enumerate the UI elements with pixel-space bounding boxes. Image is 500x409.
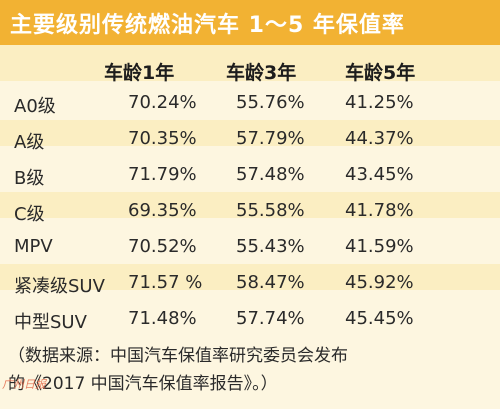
table-cell: 57.48% [236,164,305,185]
newspaper-watermark: 广州日报 [2,378,46,391]
table-cell: 70.24% [128,92,197,113]
table-cell: 55.43% [236,236,305,257]
column-header-1yr: 车龄1年 [104,62,175,84]
row-label: 紧凑级SUV [14,276,105,297]
row-band [0,45,500,81]
table-cell: 41.25% [345,92,414,113]
row-label: B级 [14,168,45,189]
table-cell: 41.78% [345,200,414,221]
row-band [0,192,500,218]
column-header-3yr: 车龄3年 [226,62,297,84]
table-cell: 70.52% [128,236,197,257]
table-cell: 58.47% [236,272,305,293]
table-cell: 71.48% [128,308,197,329]
row-band [0,264,500,290]
source-note-line-1: （数据来源：中国汽车保值率研究委员会发布 [8,346,348,366]
table-cell: 43.45% [345,164,414,185]
row-label: 中型SUV [14,312,87,333]
table-cell: 70.35% [128,128,197,149]
table-cell: 71.79% [128,164,197,185]
column-header-5yr: 车龄5年 [345,62,416,84]
row-label: A级 [14,132,45,153]
source-note-line-2: 的《2017 中国汽车保值率报告》。） [8,374,278,394]
title-bar: 主要级别传统燃油汽车 1～5 年保值率 [0,0,500,45]
table-cell: 44.37% [345,128,414,149]
row-label: MPV [14,236,53,257]
table-cell: 45.92% [345,272,414,293]
row-label: A0级 [14,96,56,117]
table-cell: 41.59% [345,236,414,257]
row-label: C级 [14,204,45,225]
table-cell: 55.58% [236,200,305,221]
table-cell: 69.35% [128,200,197,221]
table-title: 主要级别传统燃油汽车 1～5 年保值率 [10,13,405,38]
table-cell: 71.57 % [128,272,203,293]
table-cell: 55.76% [236,92,305,113]
table-cell: 57.74% [236,308,305,329]
table-cell: 45.45% [345,308,414,329]
table-cell: 57.79% [236,128,305,149]
row-band [0,120,500,146]
